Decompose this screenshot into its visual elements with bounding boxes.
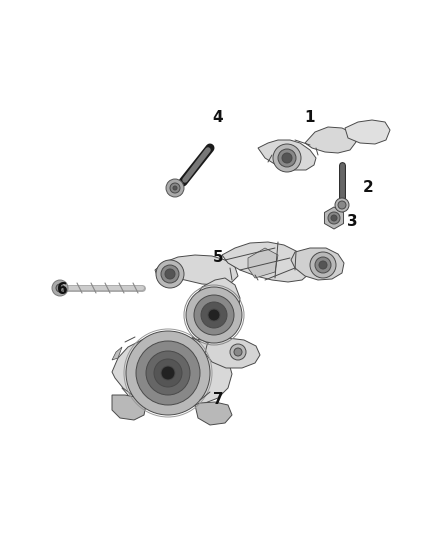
Circle shape <box>328 212 340 224</box>
Circle shape <box>165 269 175 279</box>
Text: 5: 5 <box>213 251 223 265</box>
Polygon shape <box>305 127 356 153</box>
Circle shape <box>126 331 210 415</box>
Circle shape <box>234 348 242 356</box>
Circle shape <box>170 183 180 193</box>
Text: 7: 7 <box>213 392 223 408</box>
Polygon shape <box>190 278 240 335</box>
Circle shape <box>282 153 292 163</box>
Polygon shape <box>222 242 310 282</box>
Polygon shape <box>205 338 260 368</box>
Polygon shape <box>112 395 146 420</box>
Circle shape <box>230 344 246 360</box>
Circle shape <box>331 215 337 221</box>
Circle shape <box>161 366 175 380</box>
Text: 6: 6 <box>57 282 67 297</box>
Text: 1: 1 <box>305 110 315 125</box>
Text: 2: 2 <box>363 181 373 196</box>
Polygon shape <box>112 337 232 408</box>
Polygon shape <box>112 347 122 360</box>
Circle shape <box>166 179 184 197</box>
Circle shape <box>156 260 184 288</box>
Polygon shape <box>195 402 232 425</box>
Circle shape <box>161 265 179 283</box>
Circle shape <box>56 284 64 292</box>
Circle shape <box>136 341 200 405</box>
Polygon shape <box>345 120 390 144</box>
Polygon shape <box>248 248 278 278</box>
Circle shape <box>194 295 234 335</box>
Circle shape <box>173 186 177 190</box>
Text: 3: 3 <box>347 214 357 230</box>
Circle shape <box>338 201 346 209</box>
Polygon shape <box>325 207 343 229</box>
Circle shape <box>208 309 220 321</box>
Circle shape <box>319 261 327 269</box>
Circle shape <box>315 257 331 273</box>
Polygon shape <box>258 140 316 170</box>
Circle shape <box>273 144 301 172</box>
Polygon shape <box>155 255 238 285</box>
Circle shape <box>201 302 227 328</box>
Text: 4: 4 <box>213 110 223 125</box>
Circle shape <box>310 252 336 278</box>
Circle shape <box>146 351 190 395</box>
Circle shape <box>335 198 349 212</box>
Polygon shape <box>291 248 344 280</box>
Circle shape <box>278 149 296 167</box>
Circle shape <box>186 287 242 343</box>
Circle shape <box>154 359 182 387</box>
Circle shape <box>52 280 68 296</box>
